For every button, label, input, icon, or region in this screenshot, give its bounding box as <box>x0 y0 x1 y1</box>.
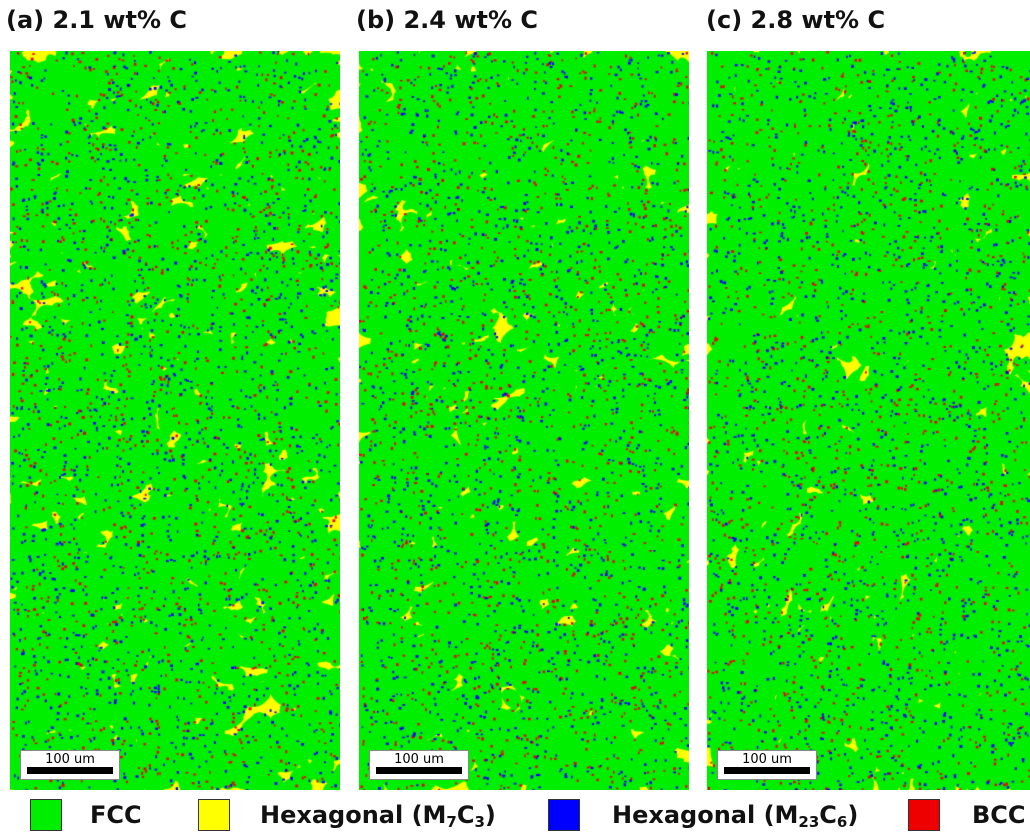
phase-legend: FCC Hexagonal (M7C3) Hexagonal (M23C6) B… <box>0 795 1030 837</box>
scale-bar-label-a: 100 um <box>45 752 95 767</box>
panel-c-title: (c) 2.8 wt% C <box>706 6 886 34</box>
legend-label-m7c3: Hexagonal (M7C3) <box>260 801 496 831</box>
scale-bar-a: 100 um <box>20 750 120 780</box>
phase-map-image-b <box>359 51 689 790</box>
phase-map-image-a <box>10 51 340 790</box>
phase-map-panel-b: 100 um <box>359 51 689 790</box>
scale-bar-line-a <box>27 767 113 774</box>
scale-bar-line-b <box>376 767 462 774</box>
legend-swatch-fcc <box>30 799 62 831</box>
legend-label-bcc: BCC <box>972 801 1026 829</box>
legend-label-fcc: FCC <box>90 801 142 829</box>
legend-swatch-bcc <box>908 799 940 831</box>
legend-swatch-m7c3 <box>198 799 230 831</box>
scale-bar-c: 100 um <box>717 750 817 780</box>
panel-b-title: (b) 2.4 wt% C <box>356 6 539 34</box>
legend-label-m23c6: Hexagonal (M23C6) <box>612 801 859 831</box>
legend-swatch-m23c6 <box>548 799 580 831</box>
scale-bar-b: 100 um <box>369 750 469 780</box>
scale-bar-label-c: 100 um <box>742 752 792 767</box>
phase-map-panel-a: 100 um <box>10 51 340 790</box>
phase-map-panel-c: 100 um <box>707 51 1030 790</box>
scale-bar-label-b: 100 um <box>394 752 444 767</box>
phase-map-image-c <box>707 51 1030 790</box>
panel-a-title: (a) 2.1 wt% C <box>6 6 188 34</box>
scale-bar-line-c <box>724 767 810 774</box>
